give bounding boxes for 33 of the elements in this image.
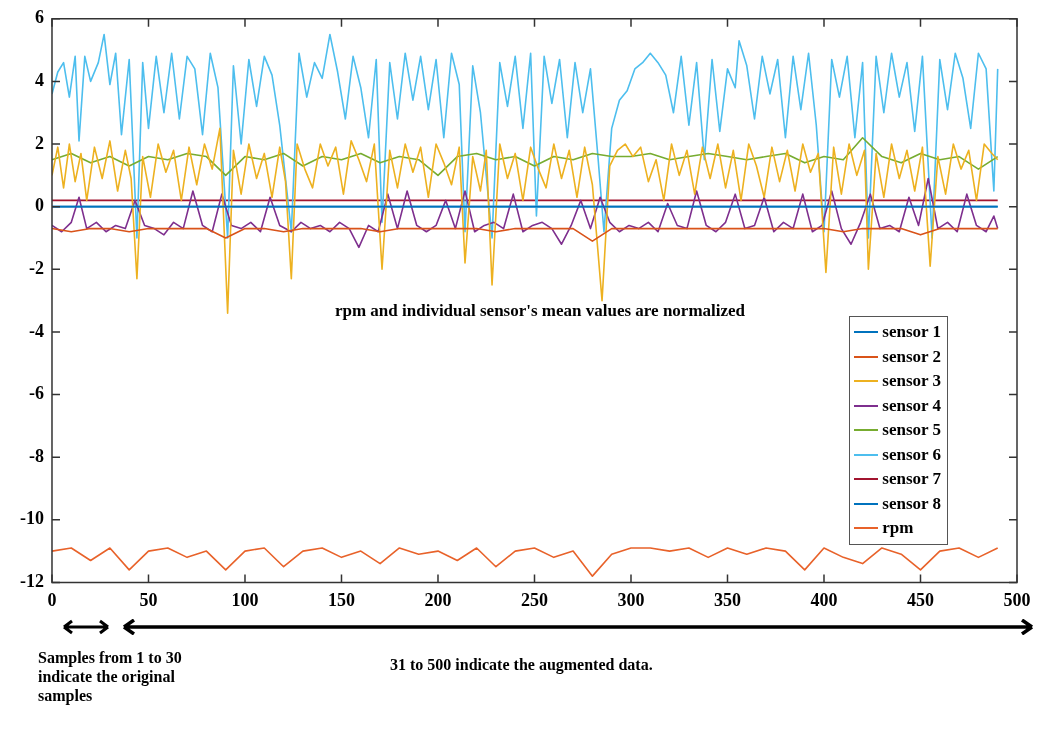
legend-label: sensor 3 [882,371,941,392]
text: 31 to 500 indicate the augmented data. [390,656,653,674]
y-tick-label: 6 [34,7,44,28]
legend-label: sensor 2 [882,346,941,367]
y-tick-label: -6 [28,383,44,404]
y-tick-label: -10 [19,508,44,529]
x-tick-label: 50 [139,589,158,610]
x-tick-label: 150 [328,589,355,610]
legend-label: sensor 5 [882,420,941,441]
x-tick-label: 250 [521,589,548,610]
legend-label: sensor 6 [882,444,941,465]
x-tick-label: 450 [907,589,934,610]
legend-label: sensor 7 [882,469,941,490]
y-tick-label: 0 [34,195,44,216]
x-tick-label: 350 [714,589,741,610]
legend-label: sensor 1 [882,322,941,343]
y-tick-label: -4 [28,320,44,341]
annotation: rpm and individual sensor's mean values are normalized [333,301,747,321]
y-tick-label: -2 [28,257,44,278]
y-tick-label: -12 [19,571,44,592]
y-tick-label: 4 [34,70,44,91]
legend-label: sensor 4 [882,395,941,416]
x-tick-label: 500 [1003,589,1031,610]
y-tick-label: -8 [28,445,44,466]
x-tick-label: 300 [617,589,645,610]
y-tick-label: 2 [34,132,44,153]
x-tick-label: 100 [231,589,259,610]
legend-label: sensor 8 [882,493,941,514]
x-tick-label: 400 [810,589,838,610]
x-tick-label: 200 [424,589,452,610]
legend-label: rpm [882,518,914,539]
x-tick-label: 0 [47,589,57,610]
text: Samples from 1 to 30 indicate the original samples [38,648,183,705]
